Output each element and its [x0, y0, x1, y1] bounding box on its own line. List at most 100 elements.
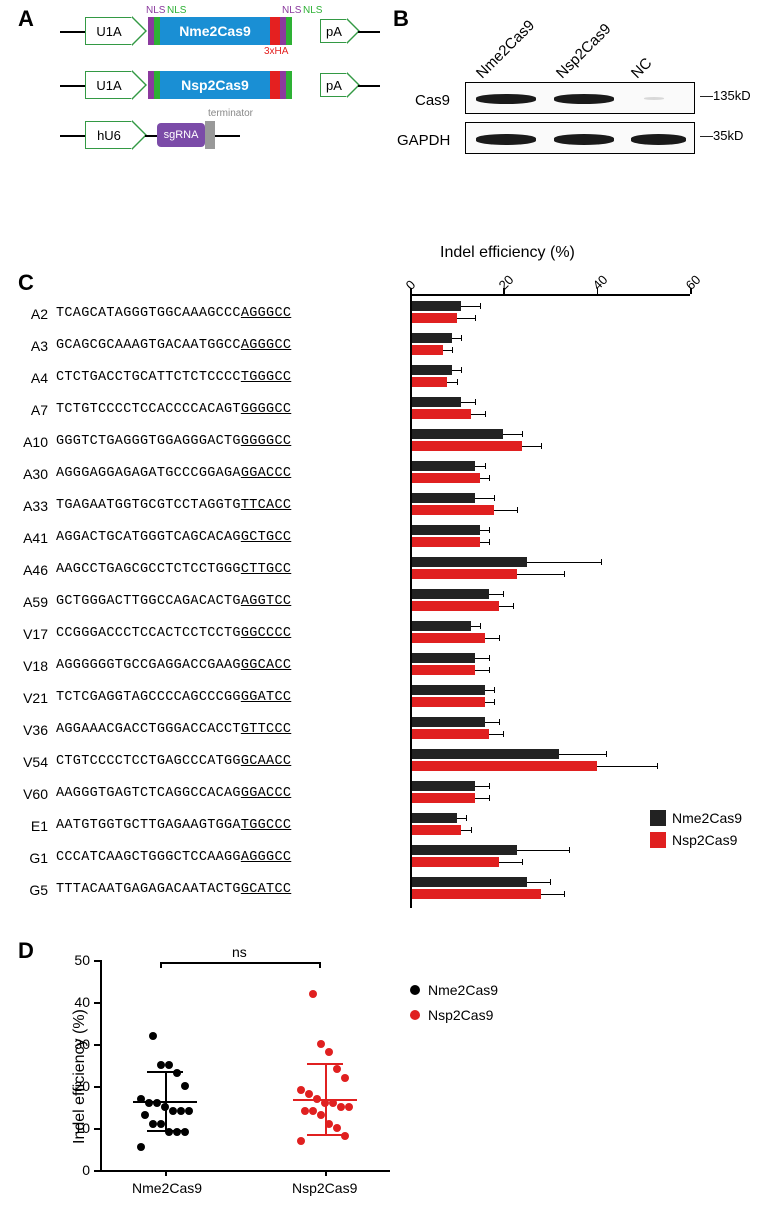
seq-row: V36 AGGAAACGACCTGGGACCACCTGTTCCC	[10, 714, 770, 746]
bar-nsp2	[410, 697, 485, 707]
bar-nsp2	[410, 665, 475, 675]
bar-nsp2	[410, 409, 471, 419]
legend-nme2-text: Nme2Cas9	[672, 810, 742, 826]
seq-row: A33TGAGAATGGTGCGTCCTAGGTGTTCACC	[10, 490, 770, 522]
bar-nsp2	[410, 473, 480, 483]
seq-row: V17CCGGGACCCTCCACTCCTCCTGGGCCCC	[10, 618, 770, 650]
seq-text: TCAGCATAGGGTGGCAAAGCCCAGGGCC	[56, 306, 291, 321]
scatter-point	[165, 1061, 173, 1069]
scatter-point	[137, 1143, 145, 1151]
bar-nsp2	[410, 345, 443, 355]
panel-d-label: D	[18, 938, 34, 964]
scatter-point	[149, 1032, 157, 1040]
bar-nsp2	[410, 537, 480, 547]
seq-row: A2 TCAGCATAGGGTGGCAAAGCCCAGGGCC	[10, 298, 770, 330]
seq-text: CTCTGACCTGCATTCTCTCCCCTGGGCC	[56, 370, 291, 385]
seq-id: G1	[10, 850, 48, 866]
c-tick-label: 40	[589, 272, 610, 293]
seq-id: V60	[10, 786, 48, 802]
nls-label: NLS	[303, 5, 322, 16]
scatter-point	[297, 1086, 305, 1094]
d-cat-nme2: Nme2Cas9	[132, 1180, 202, 1196]
scatter-point	[305, 1090, 313, 1098]
seq-row: V54CTGTCCCCTCCTGAGCCCATGGGCAACC	[10, 746, 770, 778]
seq-id: V18	[10, 658, 48, 674]
construct-nme2: NLS NLS NLS NLS U1A Nme2Cas9 pA 3xHA	[60, 10, 380, 52]
panel-a-label: A	[18, 6, 34, 32]
bar-nme2	[410, 685, 485, 695]
ns-bar	[160, 962, 320, 964]
seq-id: E1	[10, 818, 48, 834]
scatter-point	[169, 1107, 177, 1115]
d-ytick-label: 0	[68, 1162, 90, 1178]
wb-cas9-label: Cas9	[415, 92, 450, 109]
bar-nsp2	[410, 825, 461, 835]
seq-text: AGGAAACGACCTGGGACCACCTGTTCCC	[56, 722, 291, 737]
scatter-point	[309, 1107, 317, 1115]
seq-text: TTTACAATGAGAGACAATACTGGCATCC	[56, 882, 291, 897]
seq-row: A10GGGTCTGAGGGTGGAGGGACTGGGGGCC	[10, 426, 770, 458]
seq-text: TCTGTCCCCTCCACCCCACAGTGGGGCC	[56, 402, 291, 417]
seq-id: A41	[10, 530, 48, 546]
promoter-u1a: U1A	[85, 71, 133, 99]
bar-nme2	[410, 653, 475, 663]
nls-label: NLS	[146, 5, 165, 16]
scatter-point	[345, 1103, 353, 1111]
panel-a: NLS NLS NLS NLS U1A Nme2Cas9 pA 3xHA U1A…	[60, 10, 380, 164]
d-cat-nsp2: Nsp2Cas9	[292, 1180, 357, 1196]
scatter-point	[177, 1107, 185, 1115]
wb-gapdh-membrane	[465, 122, 695, 154]
seq-row: A59GCTGGGACTTGGCCAGACACTGAGGTCC	[10, 586, 770, 618]
bar-nme2	[410, 621, 471, 631]
seq-id: V17	[10, 626, 48, 642]
bar-nme2	[410, 301, 461, 311]
seq-id: A7	[10, 402, 48, 418]
lane-label-nsp2: Nsp2Cas9	[553, 20, 615, 82]
seq-text: AGGGGGGTGCCGAGGACCGAAGGGCACC	[56, 658, 291, 673]
wb-cas9-membrane	[465, 82, 695, 114]
seq-text: AAGCCTGAGCGCCTCTCCTGGGCTTGCC	[56, 562, 291, 577]
seq-id: A4	[10, 370, 48, 386]
scatter-point	[309, 990, 317, 998]
seq-id: A30	[10, 466, 48, 482]
seq-row: V18 AGGGGGGTGCCGAGGACCGAAGGGCACC	[10, 650, 770, 682]
promoter-hu6: hU6	[85, 121, 133, 149]
bar-nme2	[410, 813, 457, 823]
terminator-label: terminator	[208, 108, 253, 119]
nls-label: NLS	[282, 5, 301, 16]
c-tick-label: 0	[403, 277, 419, 293]
seq-id: V54	[10, 754, 48, 770]
seq-id: A46	[10, 562, 48, 578]
d-ytick-label: 40	[68, 994, 90, 1010]
bar-nme2	[410, 845, 517, 855]
bar-nme2	[410, 365, 452, 375]
seq-id: A33	[10, 498, 48, 514]
d-x-axis	[100, 1170, 390, 1172]
seq-id: V36	[10, 722, 48, 738]
nme2cas9-box: Nme2Cas9	[160, 17, 270, 45]
scatter-point	[333, 1124, 341, 1132]
d-ytick-label: 30	[68, 1036, 90, 1052]
legend-nme2-box	[650, 810, 666, 826]
c-axis-title: Indel efficiency (%)	[440, 244, 575, 262]
bar-nsp2	[410, 505, 494, 515]
seq-id: V21	[10, 690, 48, 706]
d-ytick-label: 50	[68, 952, 90, 968]
bar-nsp2	[410, 889, 541, 899]
seq-text: TCTCGAGGTAGCCCCAGCCCGGGGATCC	[56, 690, 291, 705]
panel-c-label: C	[18, 270, 34, 296]
seq-id: A2	[10, 306, 48, 322]
scatter-point	[341, 1074, 349, 1082]
nls-label: NLS	[167, 5, 186, 16]
ha-tag-label: 3xHA	[264, 46, 288, 57]
scatter-point	[181, 1082, 189, 1090]
scatter-point	[337, 1103, 345, 1111]
construct-nsp2: U1A Nsp2Cas9 pA	[60, 64, 380, 106]
d-legend-nsp2: Nsp2Cas9	[428, 1007, 493, 1023]
panel-b-label: B	[393, 6, 409, 32]
wb-cas9-size: —135kD	[700, 88, 751, 103]
seq-text: CCCATCAAGCTGGGCTCCAAGGAGGGCC	[56, 850, 291, 865]
seq-row: A3GCAGCGCAAAGTGACAATGGCCAGGGCC	[10, 330, 770, 362]
c-tick-label: 20	[496, 272, 517, 293]
scatter-point	[317, 1111, 325, 1119]
